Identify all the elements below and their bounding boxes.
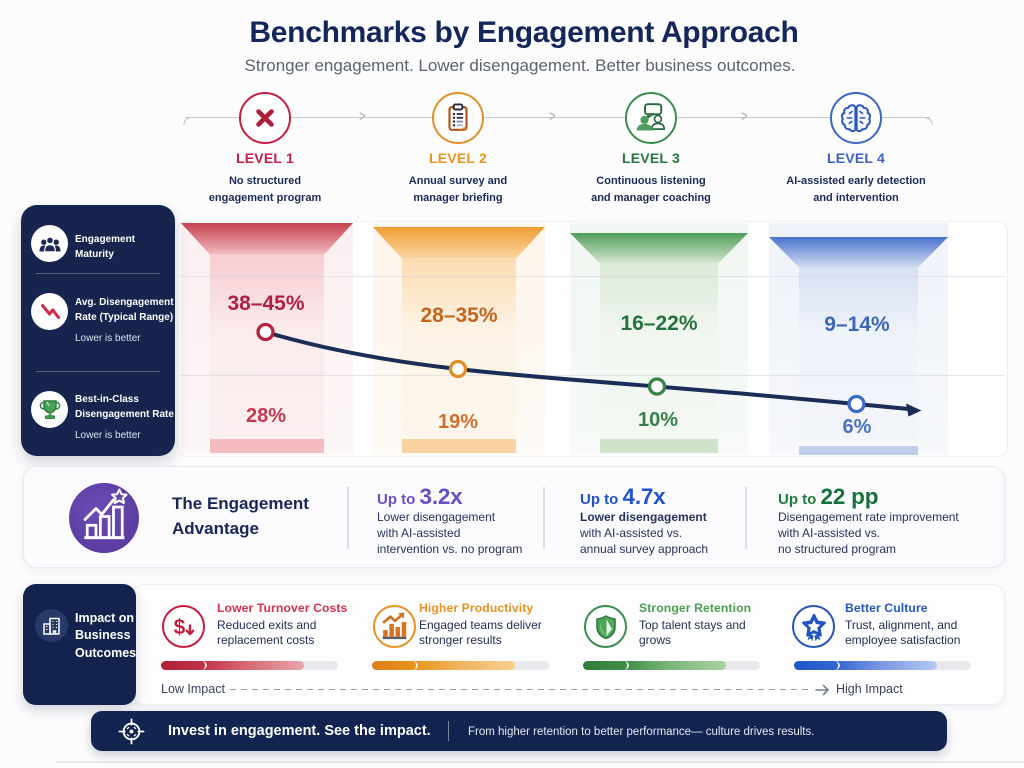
svg-text:$: $ — [173, 616, 185, 639]
